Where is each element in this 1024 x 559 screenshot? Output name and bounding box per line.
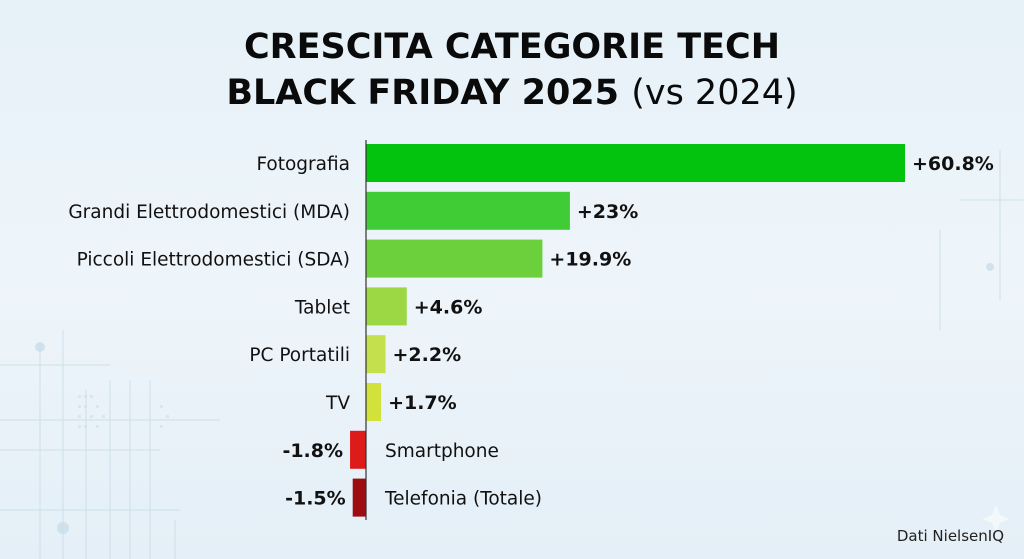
title-line-2-bold: BLACK FRIDAY 2025 — [226, 73, 620, 113]
chart-title: CRESCITA CATEGORIE TECH BLACK FRIDAY 202… — [0, 24, 1024, 116]
bar-5 — [366, 383, 382, 421]
title-line-2-light: (vs 2024) — [631, 73, 798, 113]
value-label-5: +1.7% — [388, 392, 457, 414]
title-line-1: CRESCITA CATEGORIE TECH — [243, 27, 781, 67]
category-label-1: Grandi Elettrodomestici (MDA) — [68, 202, 350, 223]
category-label-6: Smartphone — [385, 441, 499, 462]
category-label-2: Piccoli Elettrodomestici (SDA) — [77, 250, 350, 271]
category-label-5: TV — [325, 393, 350, 414]
bar-2 — [366, 239, 543, 278]
category-label-3: Tablet — [294, 297, 350, 318]
category-label-7: Telefonia (Totale) — [384, 489, 542, 510]
bar-0 — [366, 144, 905, 182]
value-label-4: +2.2% — [393, 344, 462, 366]
value-label-2: +19.9% — [549, 249, 631, 271]
category-label-0: Fotografia — [256, 154, 350, 175]
value-label-1: +23% — [577, 201, 638, 223]
value-label-0: +60.8% — [912, 153, 994, 175]
value-label-7: -1.5% — [285, 488, 346, 510]
title-line-2: BLACK FRIDAY 2025 (vs 2024) — [0, 70, 1024, 116]
bar-6 — [350, 430, 366, 469]
value-label-3: +4.6% — [414, 296, 483, 318]
category-label-4: PC Portatili — [249, 345, 350, 366]
bar-1 — [366, 191, 570, 230]
bar-7 — [352, 478, 366, 517]
bar-3 — [366, 287, 407, 326]
source-note: Dati NielsenIQ — [896, 527, 1004, 545]
value-label-6: -1.8% — [282, 440, 343, 462]
bar-4 — [366, 335, 386, 374]
